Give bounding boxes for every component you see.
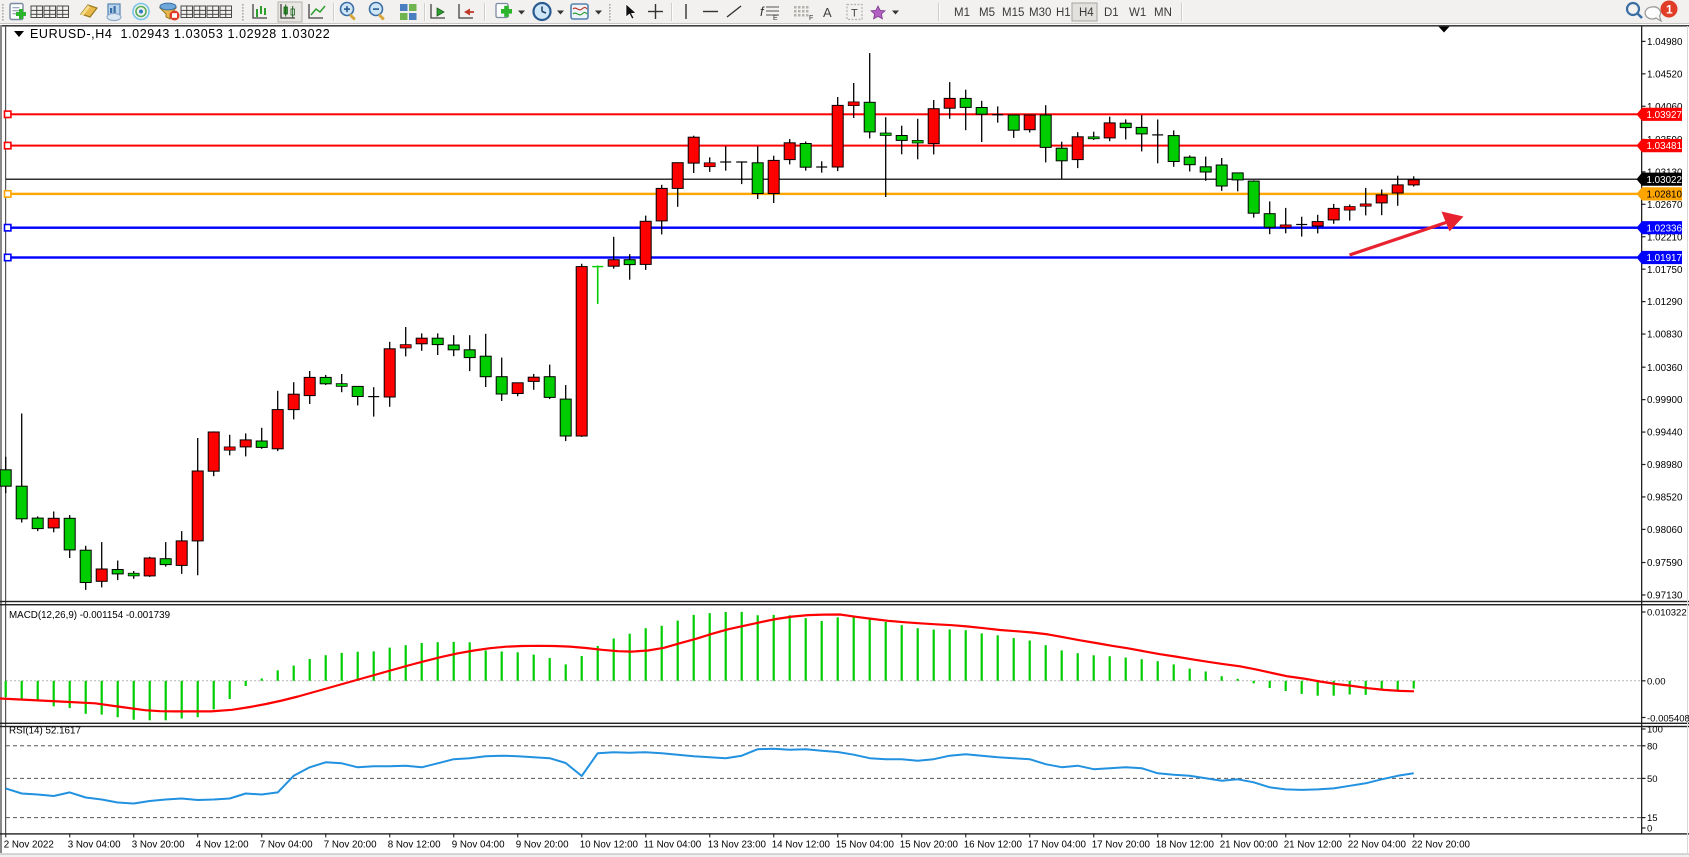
- svg-text:2 Nov 2022: 2 Nov 2022: [4, 840, 54, 851]
- svg-text:3 Nov 04:00: 3 Nov 04:00: [68, 840, 121, 851]
- svg-text:4 Nov 12:00: 4 Nov 12:00: [196, 840, 249, 851]
- svg-text:M5: M5: [979, 7, 995, 19]
- svg-text:11 Nov 04:00: 11 Nov 04:00: [644, 840, 702, 851]
- svg-text:0.98980: 0.98980: [1647, 460, 1683, 471]
- svg-text:0: 0: [1647, 824, 1652, 835]
- svg-text:0.010322: 0.010322: [1647, 608, 1687, 619]
- svg-text:M15: M15: [1002, 7, 1024, 19]
- svg-text:1.01917: 1.01917: [1647, 253, 1682, 264]
- svg-text:1: 1: [1666, 3, 1673, 17]
- svg-text:17 Nov 20:00: 17 Nov 20:00: [1092, 840, 1151, 851]
- svg-text:W1: W1: [1129, 7, 1146, 19]
- svg-text:8 Nov 12:00: 8 Nov 12:00: [388, 840, 441, 851]
- svg-text:F: F: [809, 15, 813, 22]
- svg-text:1.04520: 1.04520: [1647, 69, 1683, 80]
- svg-text:MN: MN: [1154, 7, 1172, 19]
- svg-text:RSI(14) 52.1617: RSI(14) 52.1617: [9, 726, 81, 737]
- svg-text:15 Nov 20:00: 15 Nov 20:00: [900, 840, 959, 851]
- svg-text:15 Nov 04:00: 15 Nov 04:00: [836, 840, 895, 851]
- svg-text:1.02336: 1.02336: [1647, 223, 1683, 234]
- svg-text:7 Nov 20:00: 7 Nov 20:00: [324, 840, 377, 851]
- svg-text:D1: D1: [1104, 7, 1119, 19]
- svg-text:14 Nov 12:00: 14 Nov 12:00: [772, 840, 831, 851]
- svg-text:0.98520: 0.98520: [1647, 493, 1683, 504]
- svg-text:1.02670: 1.02670: [1647, 200, 1683, 211]
- svg-text:H1: H1: [1056, 7, 1071, 19]
- svg-text:0.99440: 0.99440: [1647, 428, 1683, 439]
- svg-text:H4: H4: [1079, 7, 1094, 19]
- svg-text:15: 15: [1647, 813, 1658, 824]
- svg-text:-0.005408: -0.005408: [1647, 713, 1689, 724]
- svg-text:1.04980: 1.04980: [1647, 37, 1683, 48]
- svg-text:M1: M1: [954, 7, 970, 19]
- svg-text:50: 50: [1647, 774, 1658, 785]
- svg-text:0.98060: 0.98060: [1647, 525, 1683, 536]
- svg-text:M30: M30: [1029, 7, 1051, 19]
- svg-text:E: E: [773, 15, 778, 22]
- svg-text:21 Nov 00:00: 21 Nov 00:00: [1220, 840, 1279, 851]
- svg-text:0.00: 0.00: [1647, 676, 1666, 687]
- svg-text:A: A: [823, 5, 832, 20]
- svg-text:100: 100: [1647, 725, 1663, 736]
- svg-text:80: 80: [1647, 741, 1658, 752]
- svg-text:1.03481: 1.03481: [1647, 141, 1682, 152]
- svg-text:1.03022: 1.03022: [1647, 175, 1682, 186]
- svg-text:22 Nov 20:00: 22 Nov 20:00: [1412, 840, 1471, 851]
- svg-text:f: f: [760, 4, 765, 19]
- svg-text:21 Nov 12:00: 21 Nov 12:00: [1284, 840, 1343, 851]
- svg-text:1.02810: 1.02810: [1647, 190, 1683, 201]
- svg-text:1.00830: 1.00830: [1647, 330, 1683, 341]
- svg-text:16 Nov 12:00: 16 Nov 12:00: [964, 840, 1023, 851]
- svg-text:EURUSD-,H4 1.02943 1.03053 1.: EURUSD-,H4 1.02943 1.03053 1.02928 1.030…: [30, 27, 330, 41]
- svg-text:MACD(12,26,9) -0.001154 -0.001: MACD(12,26,9) -0.001154 -0.001739: [9, 610, 170, 621]
- svg-text:T: T: [851, 8, 858, 20]
- svg-text:0.97130: 0.97130: [1647, 591, 1683, 602]
- svg-text:1.01750: 1.01750: [1647, 265, 1683, 276]
- svg-text:9 Nov 04:00: 9 Nov 04:00: [452, 840, 505, 851]
- svg-text:13 Nov 23:00: 13 Nov 23:00: [708, 840, 767, 851]
- svg-text:1.03927: 1.03927: [1647, 110, 1682, 121]
- svg-text:1.00360: 1.00360: [1647, 363, 1683, 374]
- svg-text:7 Nov 04:00: 7 Nov 04:00: [260, 840, 313, 851]
- svg-text:18 Nov 12:00: 18 Nov 12:00: [1156, 840, 1215, 851]
- svg-text:9 Nov 20:00: 9 Nov 20:00: [516, 840, 569, 851]
- svg-text:1.01290: 1.01290: [1647, 297, 1683, 308]
- svg-text:0.99900: 0.99900: [1647, 395, 1683, 406]
- svg-text:3 Nov 20:00: 3 Nov 20:00: [132, 840, 185, 851]
- svg-text:10 Nov 12:00: 10 Nov 12:00: [580, 840, 639, 851]
- svg-text:17 Nov 04:00: 17 Nov 04:00: [1028, 840, 1087, 851]
- svg-text:1.04060: 1.04060: [1647, 102, 1683, 113]
- svg-text:22 Nov 04:00: 22 Nov 04:00: [1348, 840, 1407, 851]
- svg-text:1.02210: 1.02210: [1647, 232, 1683, 243]
- svg-text:0.97590: 0.97590: [1647, 558, 1683, 569]
